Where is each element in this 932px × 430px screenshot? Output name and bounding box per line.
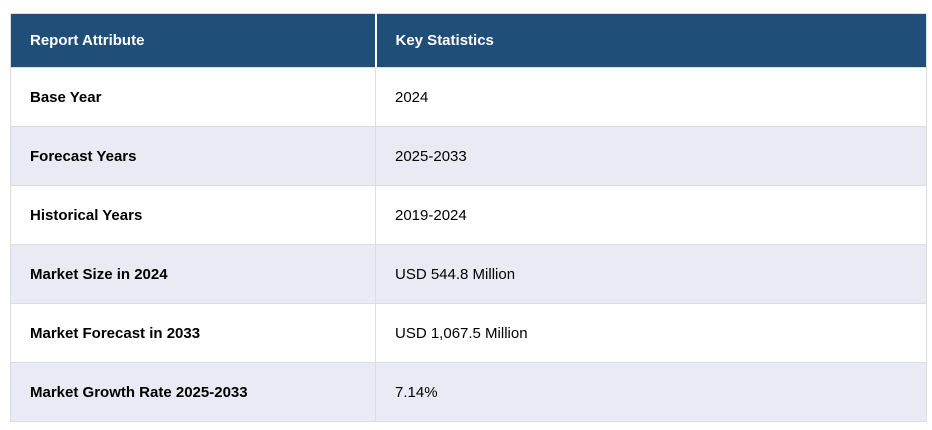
table-header: Report Attribute Key Statistics bbox=[10, 13, 927, 68]
column-header-key-statistics: Key Statistics bbox=[375, 13, 927, 68]
attribute-cell: Market Size in 2024 bbox=[10, 244, 376, 304]
value-cell: 2025-2033 bbox=[375, 126, 927, 186]
table-row: Market Forecast in 2033 USD 1,067.5 Mill… bbox=[10, 303, 927, 363]
table-body: Base Year 2024 Forecast Years 2025-2033 … bbox=[10, 67, 927, 422]
attribute-cell: Forecast Years bbox=[10, 126, 376, 186]
table-row: Market Size in 2024 USD 544.8 Million bbox=[10, 244, 927, 304]
attribute-cell: Market Forecast in 2033 bbox=[10, 303, 376, 363]
report-statistics-table: Report Attribute Key Statistics Base Yea… bbox=[10, 13, 927, 422]
attribute-cell: Historical Years bbox=[10, 185, 376, 245]
header-row: Report Attribute Key Statistics bbox=[10, 13, 927, 68]
value-cell: 2019-2024 bbox=[375, 185, 927, 245]
table-row: Market Growth Rate 2025-2033 7.14% bbox=[10, 362, 927, 422]
value-cell: 7.14% bbox=[375, 362, 927, 422]
table-row: Base Year 2024 bbox=[10, 67, 927, 127]
value-cell: USD 544.8 Million bbox=[375, 244, 927, 304]
value-cell: USD 1,067.5 Million bbox=[375, 303, 927, 363]
column-header-report-attribute: Report Attribute bbox=[10, 13, 377, 68]
attribute-cell: Base Year bbox=[10, 67, 376, 127]
table-row: Historical Years 2019-2024 bbox=[10, 185, 927, 245]
table-row: Forecast Years 2025-2033 bbox=[10, 126, 927, 186]
value-cell: 2024 bbox=[375, 67, 927, 127]
attribute-cell: Market Growth Rate 2025-2033 bbox=[10, 362, 376, 422]
